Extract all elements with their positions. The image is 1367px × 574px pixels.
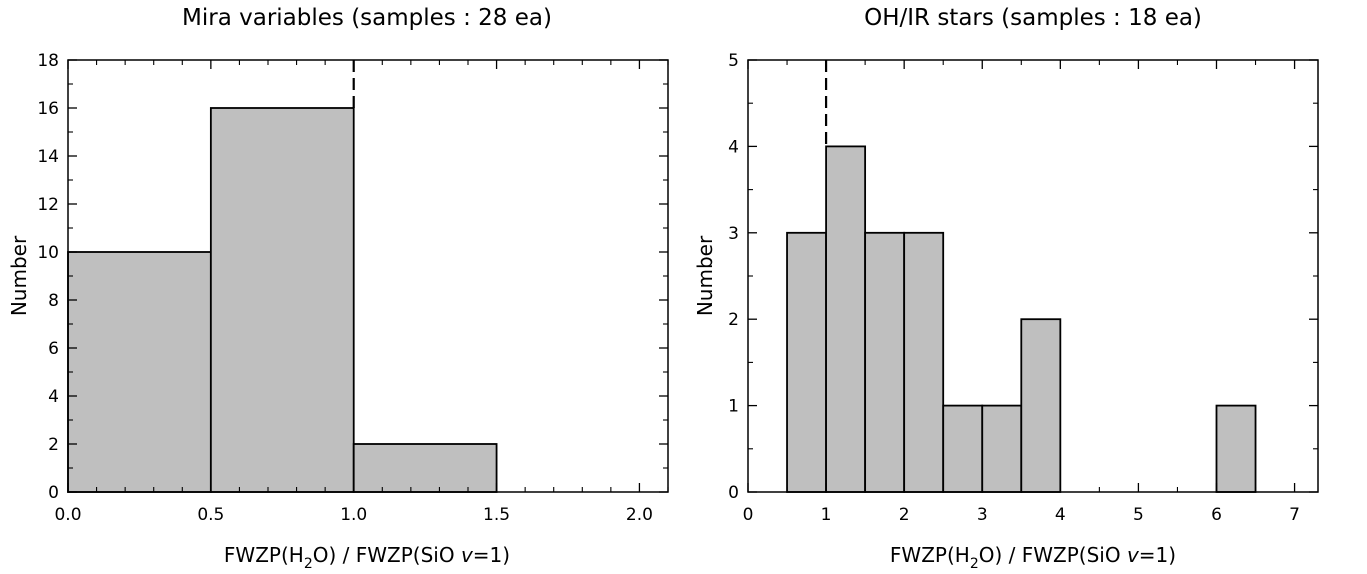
x-tick-label: 1 [821, 505, 832, 525]
x-axis-label-mid: O) / FWZP(SiO [313, 543, 461, 567]
histogram-bar-0 [786, 231, 827, 493]
x-tick-label: 5 [1133, 505, 1144, 525]
histogram-bar-3 [903, 231, 945, 493]
y-tick-label: 4 [48, 387, 59, 407]
x-axis-label-prefix: FWZP(H [890, 543, 970, 567]
chart-title: Mira variables (samples : 28 ea) [182, 5, 552, 31]
y-tick-label: 18 [37, 51, 59, 71]
x-axis-label-suffix: =1) [473, 543, 510, 567]
x-tick-label: 2.0 [626, 505, 653, 525]
histogram-bar-6 [1020, 318, 1062, 493]
y-tick-label: 10 [37, 243, 59, 263]
histogram-bar-1 [209, 107, 355, 493]
ohir-histogram-panel: OH/IR stars (samples : 18 ea) Number FWZ… [693, 5, 1319, 572]
y-tick-label: 14 [37, 147, 59, 167]
x-tick-label: 0.5 [197, 505, 224, 525]
y-tick-label: 5 [728, 51, 739, 71]
y-tick-label: 4 [728, 137, 739, 157]
x-tick-label: 3 [977, 505, 988, 525]
histogram-bar-5 [981, 404, 1023, 493]
y-tick-label: 0 [728, 483, 739, 503]
y-axis-label: Number [7, 235, 31, 316]
x-tick-label: 6 [1211, 505, 1222, 525]
plot-area: 0 1 2 3 4 5 6 7 0 1 2 3 4 5 [728, 51, 1319, 525]
x-tick-label: 0.0 [54, 505, 81, 525]
y-tick-label: 2 [48, 435, 59, 455]
x-axis-label-prefix: FWZP(H [224, 543, 304, 567]
x-axis-label-italic: v [1127, 543, 1140, 567]
y-axis-label: Number [693, 235, 717, 316]
histogram-bar-4 [942, 404, 984, 493]
x-axis-label: FWZP(H2O) / FWZP(SiO v=1) [890, 543, 1176, 572]
x-tick-label: 1.5 [483, 505, 510, 525]
histogram-bar-2 [864, 231, 906, 493]
y-tick-label: 0 [48, 483, 59, 503]
y-tick-label: 2 [728, 310, 739, 330]
histogram-bar-7 [1215, 404, 1257, 493]
x-axis-label: FWZP(H2O) / FWZP(SiO v=1) [224, 543, 510, 572]
y-tick-label: 12 [37, 195, 59, 215]
x-tick-label: 2 [899, 505, 910, 525]
mira-histogram-panel: Mira variables (samples : 28 ea) Number … [7, 5, 669, 572]
y-tick-label: 1 [728, 397, 739, 417]
x-axis-label-mid: O) / FWZP(SiO [979, 543, 1127, 567]
x-axis-label-subscript: 2 [304, 556, 313, 572]
x-axis-label-suffix: =1) [1139, 543, 1176, 567]
histogram-bar-0 [67, 251, 212, 493]
x-tick-label: 1.0 [340, 505, 367, 525]
x-tick-label: 4 [1055, 505, 1066, 525]
x-axis-label-subscript: 2 [970, 556, 979, 572]
y-tick-label: 3 [728, 224, 739, 244]
x-tick-label: 7 [1289, 505, 1300, 525]
histogram-bar-1 [825, 145, 867, 493]
y-tick-label: 8 [48, 291, 59, 311]
x-axis-label-italic: v [461, 543, 474, 567]
y-tick-label: 6 [48, 339, 59, 359]
histogram-bar-2 [352, 443, 498, 493]
y-tick-label: 16 [37, 99, 59, 119]
chart-title: OH/IR stars (samples : 18 ea) [864, 5, 1202, 31]
plot-area: 0.0 0.5 1.0 1.5 2.0 0 2 4 6 8 10 12 14 16 18 [37, 51, 669, 525]
x-tick-label: 0 [743, 505, 754, 525]
